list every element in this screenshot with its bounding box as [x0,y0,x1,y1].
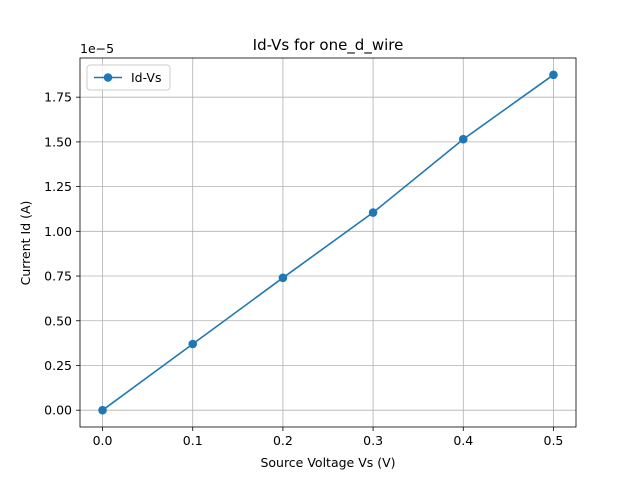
y-tick-label: 1.75 [44,90,72,105]
data-point [188,339,198,349]
series-line [102,74,554,411]
plot-series [98,70,558,415]
legend-box [86,64,171,91]
x-tick-label: 0.5 [544,433,564,448]
x-tick-label: 0.3 [363,433,383,448]
x-tick-label: 0.4 [453,433,473,448]
legend-label: Id-Vs [131,70,161,85]
data-point [458,134,468,144]
y-axis: 0.00 0.25 0.50 0.75 1.00 1.25 1.50 1.75 [44,90,80,418]
y-axis-label: Current Id (A) [18,201,33,286]
y-tick-label: 0.50 [44,313,72,328]
x-axis-label: Source Voltage Vs (V) [260,455,395,470]
y-tick-label: 1.25 [44,179,72,194]
y-axis-offset-text: 1e−5 [80,41,114,56]
legend-marker [103,73,113,82]
y-tick-label: 1.00 [44,224,72,239]
x-tick-label: 0.2 [273,433,293,448]
data-point [549,70,558,80]
data-point [98,405,107,415]
x-tick-label: 0.1 [183,433,203,448]
y-tick-label: 0.00 [44,403,72,418]
chart-title: Id-Vs for one_d_wire [253,36,404,55]
x-axis: 0.0 0.1 0.2 0.3 0.4 0.5 [93,427,564,448]
data-point [278,273,288,283]
x-tick-label: 0.0 [93,433,113,448]
data-point [368,208,378,217]
plot-area-frame [79,57,577,428]
legend: Id-Vs [86,64,171,91]
y-tick-label: 1.50 [44,134,72,149]
y-tick-label: 0.25 [44,358,72,373]
y-tick-label: 0.75 [44,269,72,284]
